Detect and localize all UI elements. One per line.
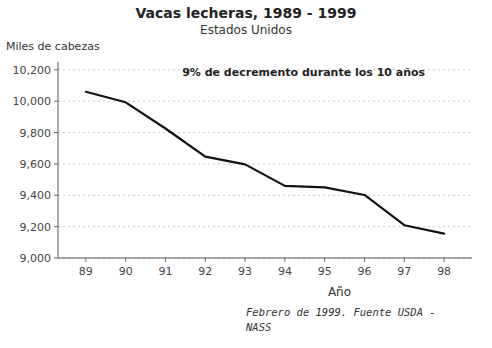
x-tick-label: 89 [79,265,93,278]
x-tick-label: 97 [397,265,411,278]
grid-line [58,163,472,164]
x-tick [324,258,325,262]
y-grid [58,70,472,258]
x-tick [205,258,206,262]
y-tick [54,163,58,164]
x-tick-label: 95 [318,265,332,278]
y-tick [54,226,58,227]
footnote: Febrero de 1999. Fuente USDA - [246,306,436,318]
footnote: NASS [245,321,271,333]
x-tick-label: 98 [437,265,451,278]
x-tick-label: 94 [278,265,292,278]
x-tick [404,258,405,262]
annotation: 9% de decremento durante los 10 años [182,66,425,79]
y-tick [54,258,58,259]
data-line [86,92,444,234]
title: Vacas lecheras, 1989 - 1999 [136,5,357,21]
x-tick [125,258,126,262]
grid-line [58,132,472,133]
y-tick [54,69,58,70]
x-tick-label: 93 [238,265,252,278]
x-tick [165,258,166,262]
y-tick-label: 10,200 [13,64,52,77]
x-tick-label: 96 [358,265,372,278]
x-tick-label: 92 [198,265,212,278]
subtitle: Estados Unidos [200,23,292,37]
x-axis-label: Año [328,285,351,299]
x-tick [364,258,365,262]
y-tick-label: 9,600 [20,158,52,171]
x-tick [284,258,285,262]
y-axis-label: Miles de cabezas [6,40,100,53]
chart: Vacas lecheras, 1989 - 1999 Estados Unido… [0,0,492,348]
y-tick-label: 9,000 [20,252,52,265]
y-tick-label: 9,400 [20,189,52,202]
y-tick [54,132,58,133]
y-tick [54,101,58,102]
x-tick [245,258,246,262]
y-tick-label: 9,200 [20,221,52,234]
plot-area [86,92,444,234]
x-tick-label: 90 [119,265,133,278]
x-tick [444,258,445,262]
x-tick [85,258,86,262]
y-tick [54,195,58,196]
y-tick-label: 9,800 [20,127,52,140]
x-axis-line [58,258,472,259]
grid-line [58,195,472,196]
y-axis-line [58,62,59,258]
x-tick-label: 91 [158,265,172,278]
grid-line [58,258,472,259]
y-tick-label: 10,000 [13,95,52,108]
